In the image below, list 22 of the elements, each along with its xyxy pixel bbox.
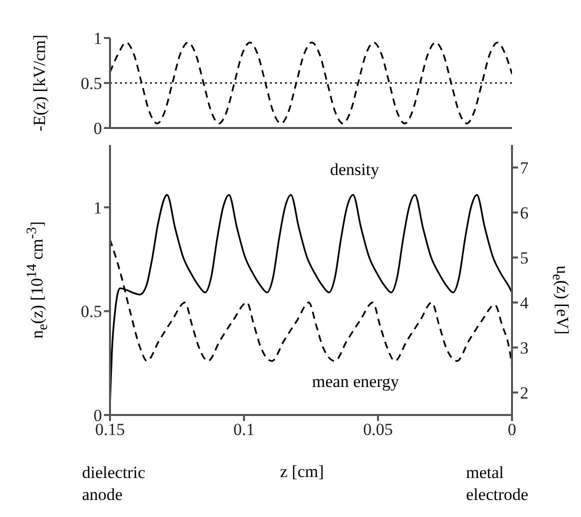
text: metal electrode [466, 462, 530, 506]
text: dielectric anode [82, 462, 146, 506]
y-tick-label: 0.5 [80, 74, 102, 94]
x-tick-label: 0.1 [233, 420, 255, 440]
y2-tick-label: 4 [520, 294, 529, 313]
x-axis-title: z [cm] [280, 462, 324, 482]
y2-tick-label: 2 [520, 384, 528, 403]
x-tick-label: 0.05 [363, 420, 393, 440]
y-tick-label: 1 [94, 198, 102, 218]
y2-tick-label: 7 [520, 158, 529, 178]
y2-tick-label: 6 [520, 204, 528, 223]
y2-tick-label: 5 [520, 248, 528, 268]
series-label: mean energy [312, 372, 400, 392]
line-series [110, 42, 512, 124]
series-label: density [330, 160, 380, 180]
x-tick-label: 0.15 [95, 420, 125, 440]
y2-tick-label: 3 [520, 338, 528, 358]
y-tick-label: 0 [94, 119, 102, 138]
y-tick-label: 0.5 [80, 302, 102, 322]
y-axis-title: -E(z) [kV/cm] [30, 34, 50, 132]
y-tick-label: 1 [94, 29, 102, 48]
x-tick-label: 0 [508, 420, 516, 440]
